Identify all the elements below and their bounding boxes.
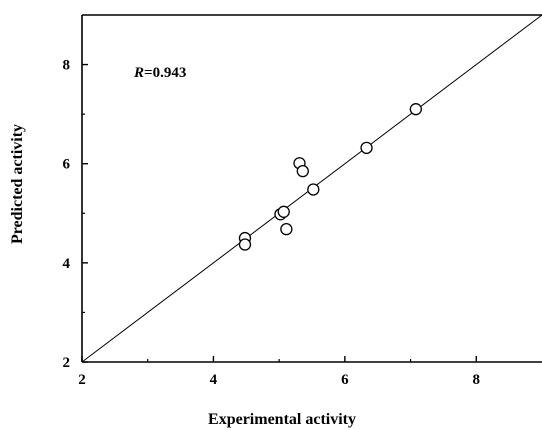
correlation-value: =0.943 bbox=[144, 65, 186, 81]
data-point bbox=[280, 222, 293, 236]
y-tick-label: 6 bbox=[63, 157, 71, 173]
data-point bbox=[409, 103, 422, 116]
correlation-symbol: R bbox=[133, 65, 144, 81]
data-points bbox=[238, 103, 422, 251]
correlation-annotation: R=0.943 bbox=[133, 65, 186, 81]
y-tick-label: 8 bbox=[63, 58, 71, 74]
x-tick-label: 2 bbox=[78, 372, 86, 388]
data-point bbox=[277, 205, 290, 218]
y-axis-label: Predicted activity bbox=[9, 124, 26, 244]
data-point bbox=[307, 183, 320, 196]
y-tick-label: 2 bbox=[63, 355, 71, 371]
data-point bbox=[296, 164, 309, 178]
x-tick-label: 6 bbox=[341, 372, 349, 388]
data-point bbox=[360, 141, 373, 155]
x-tick-label: 4 bbox=[210, 372, 218, 388]
y-tick-label: 4 bbox=[63, 256, 71, 272]
data-point bbox=[238, 238, 252, 251]
x-axis-label: Experimental activity bbox=[208, 411, 356, 428]
x-axis-ticks: 2 4 6 8 bbox=[78, 356, 480, 388]
y-axis-ticks: 2 4 6 8 bbox=[63, 58, 88, 371]
x-tick-label: 8 bbox=[473, 372, 481, 388]
axes bbox=[81, 14, 542, 363]
